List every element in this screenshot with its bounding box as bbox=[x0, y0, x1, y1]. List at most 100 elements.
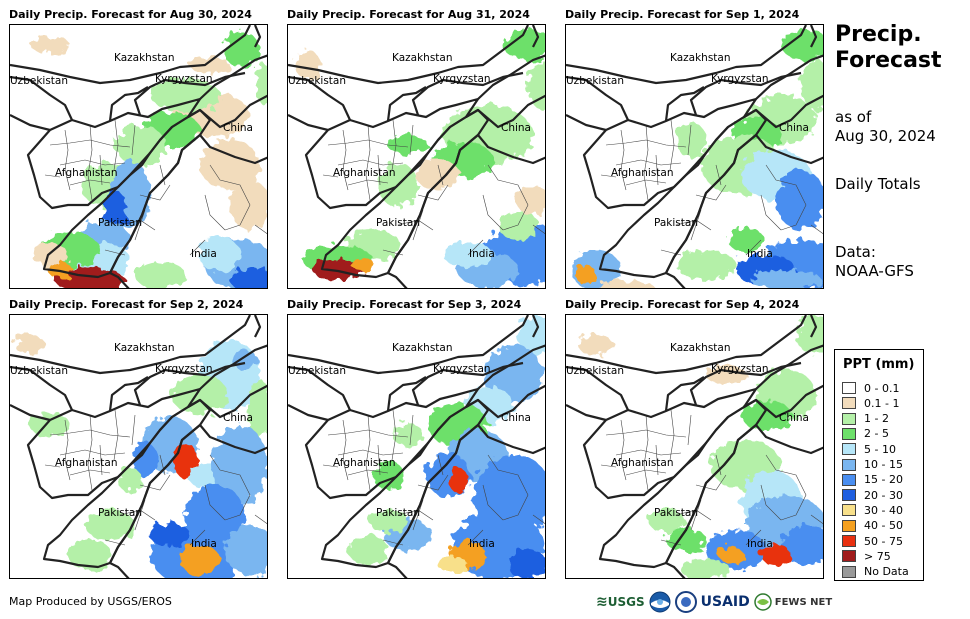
map-credit: Map Produced by USGS/EROS bbox=[9, 595, 172, 608]
legend-swatch bbox=[842, 504, 856, 517]
legend-swatch bbox=[842, 427, 856, 440]
country-label-china: China bbox=[223, 122, 253, 134]
precip-area bbox=[85, 510, 135, 540]
precip-area bbox=[751, 270, 821, 288]
country-label-afghanistan: Afghanistan bbox=[55, 457, 118, 469]
legend-label: > 75 bbox=[864, 549, 891, 563]
as-of-date: as of Aug 30, 2024 bbox=[835, 108, 936, 146]
precip-field bbox=[15, 335, 267, 578]
admin-boundary bbox=[745, 454, 823, 546]
legend-swatch bbox=[842, 519, 856, 532]
noaa-logo-icon bbox=[649, 591, 671, 613]
country-label-pakistan: Pakistan bbox=[98, 217, 142, 229]
legend-title: PPT (mm) bbox=[843, 357, 915, 372]
precip-area bbox=[296, 50, 320, 80]
precip-area bbox=[135, 261, 185, 288]
country-label-uzbekistan: Uzbekistan bbox=[566, 365, 624, 377]
country-border bbox=[531, 315, 540, 338]
precip-area bbox=[180, 545, 220, 575]
country-label-kazakhstan: Kazakhstan bbox=[670, 342, 731, 354]
country-label-china: China bbox=[779, 122, 809, 134]
map-canvas: Kazakhstan Uzbekistan Kyrgyzstan China Afgha… bbox=[288, 315, 545, 578]
legend-item: No Data bbox=[842, 565, 909, 579]
usgs-wave-icon: ≋ bbox=[596, 594, 608, 610]
fewsnet-globe-icon bbox=[754, 593, 772, 611]
precip-field bbox=[30, 32, 267, 288]
country-label-china: China bbox=[779, 412, 809, 424]
country-label-kazakhstan: Kazakhstan bbox=[114, 52, 175, 64]
country-border bbox=[288, 361, 524, 422]
as-of-value: Aug 30, 2024 bbox=[835, 127, 936, 145]
legend-label: 0 - 0.1 bbox=[864, 381, 900, 395]
admin-boundary bbox=[745, 164, 823, 256]
legend-swatch bbox=[842, 489, 856, 502]
country-label-india: India bbox=[191, 538, 217, 550]
country-label-kyrgyzstan: Kyrgyzstan bbox=[711, 73, 769, 85]
precip-area bbox=[515, 186, 545, 214]
admin-boundary bbox=[322, 409, 414, 491]
precip-area bbox=[225, 525, 267, 575]
map-canvas: Kazakhstan Uzbekistan Kyrgyzstan China Afgha… bbox=[566, 315, 823, 578]
precip-area bbox=[190, 57, 230, 73]
country-label-india: India bbox=[747, 538, 773, 550]
precip-area bbox=[248, 380, 267, 440]
precip-map: Kazakhstan Uzbekistan Kyrgyzstan China Afgha… bbox=[287, 314, 546, 579]
country-label-kazakhstan: Kazakhstan bbox=[392, 52, 453, 64]
usaid-logo: USAID bbox=[701, 594, 750, 610]
country-label-china: China bbox=[501, 122, 531, 134]
daily-totals-label: Daily Totals bbox=[835, 175, 921, 193]
country-border bbox=[664, 133, 823, 288]
precip-area bbox=[578, 335, 614, 355]
precip-map: Kazakhstan Uzbekistan Kyrgyzstan China Afgha… bbox=[287, 24, 546, 289]
country-border bbox=[809, 315, 818, 338]
panel-title: Daily Precip. Forecast for Sep 3, 2024 bbox=[287, 298, 522, 311]
country-border bbox=[566, 361, 802, 422]
country-border bbox=[10, 71, 246, 132]
country-label-china: China bbox=[501, 412, 531, 424]
precip-field bbox=[296, 30, 545, 288]
legend-label: 10 - 15 bbox=[864, 458, 903, 471]
precip-area bbox=[781, 525, 823, 565]
precip-area bbox=[255, 65, 267, 105]
legend-label: 1 - 2 bbox=[864, 412, 889, 426]
country-label-kyrgyzstan: Kyrgyzstan bbox=[711, 363, 769, 375]
country-border bbox=[664, 423, 823, 578]
country-label-afghanistan: Afghanistan bbox=[333, 167, 396, 179]
legend-label: 20 - 30 bbox=[864, 488, 903, 502]
country-border bbox=[809, 25, 818, 48]
admin-boundary bbox=[322, 119, 414, 201]
legend-label: 0.1 - 1 bbox=[864, 396, 900, 410]
country-border bbox=[253, 315, 262, 338]
precip-area bbox=[172, 375, 228, 415]
partner-logos: ≋ USGS USAID FEWS NET bbox=[596, 590, 832, 614]
precip-area bbox=[596, 280, 656, 288]
country-label-pakistan: Pakistan bbox=[376, 507, 420, 519]
precip-area bbox=[448, 468, 468, 492]
panel-title: Daily Precip. Forecast for Sep 4, 2024 bbox=[565, 298, 800, 311]
admin-boundary bbox=[44, 119, 136, 201]
precip-area bbox=[115, 125, 165, 165]
country-label-kyrgyzstan: Kyrgyzstan bbox=[155, 363, 213, 375]
legend-label: 50 - 75 bbox=[864, 534, 903, 548]
country-border bbox=[108, 133, 267, 288]
precip-area bbox=[32, 243, 68, 267]
country-border bbox=[386, 423, 545, 578]
precip-area bbox=[30, 37, 70, 53]
admin-boundary bbox=[600, 119, 692, 201]
admin-boundary bbox=[467, 454, 545, 546]
country-label-india: India bbox=[469, 538, 495, 550]
data-source-value: NOAA-GFS bbox=[835, 262, 914, 280]
precip-map: Kazakhstan Uzbekistan Kyrgyzstan China Afgha… bbox=[565, 314, 824, 579]
precip-area bbox=[393, 423, 423, 447]
precip-area bbox=[438, 557, 468, 573]
precip-area bbox=[801, 60, 823, 110]
country-label-india: India bbox=[747, 248, 773, 260]
precip-area bbox=[224, 32, 260, 68]
precip-area bbox=[351, 259, 375, 271]
precip-map: Kazakhstan Uzbekistan Kyrgyzstan China Afgha… bbox=[9, 24, 268, 289]
precip-area bbox=[348, 535, 388, 565]
precip-area bbox=[776, 170, 823, 230]
legend-swatch bbox=[842, 412, 856, 425]
legend-item: 2 - 5 bbox=[842, 427, 889, 441]
country-border bbox=[253, 25, 262, 48]
